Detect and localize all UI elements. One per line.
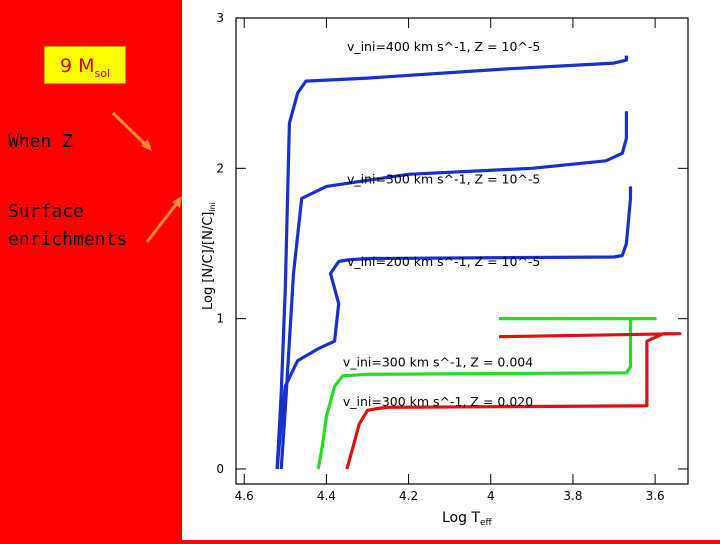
series-group bbox=[275, 55, 682, 470]
plot-panel: 4.6 4.4 4.2 4 3.8 3.6 0 1 2 3 v_ini=400 km s^-1, … bbox=[182, 0, 720, 540]
series-annotation: v_ini=300 km s^-1, Z = 0.004 bbox=[343, 355, 533, 370]
y-axis-label: Log [N/C]/[N/C]ini bbox=[201, 202, 217, 310]
y-tick-label: 2 bbox=[216, 161, 224, 175]
badge-main-text: 9 M bbox=[59, 55, 95, 77]
y-tick-label: 1 bbox=[216, 312, 224, 326]
x-tick-label: 4.4 bbox=[317, 489, 336, 503]
tick-group: 4.6 4.4 4.2 4 3.8 3.6 0 1 2 3 bbox=[216, 11, 688, 503]
series-line-5 bbox=[345, 332, 682, 470]
x-tick-label: 4 bbox=[487, 489, 495, 503]
series-line-2 bbox=[279, 111, 628, 470]
series-line-3 bbox=[275, 186, 633, 470]
series-annotation: v_ini=400 km s^-1, Z = 10^-5 bbox=[347, 39, 540, 54]
arrow-up-icon bbox=[111, 111, 148, 147]
arrow-head-down-icon bbox=[141, 139, 152, 151]
abundance-chart: 4.6 4.4 4.2 4 3.8 3.6 0 1 2 3 v_ini=400 km s^-1, … bbox=[201, 11, 689, 528]
x-axis-label: Log Teff bbox=[442, 510, 493, 528]
x-tick-label: 3.6 bbox=[646, 489, 665, 503]
series-annotation: v_ini=300 km s^-1, Z = 10^-5 bbox=[347, 171, 540, 186]
badge-sub-text: sol bbox=[94, 67, 111, 80]
annotation-group: v_ini=400 km s^-1, Z = 10^-5 v_ini=300 km… bbox=[343, 39, 541, 409]
x-tick-label: 3.8 bbox=[563, 489, 582, 503]
surface-label: Surface bbox=[8, 201, 84, 222]
when-z-label: When Z bbox=[8, 131, 74, 152]
mass-badge: 9 Msol bbox=[44, 46, 126, 84]
series-line-1 bbox=[275, 55, 628, 470]
arrows-layer bbox=[111, 111, 182, 243]
y-tick-label: 3 bbox=[216, 11, 224, 25]
x-tick-label: 4.6 bbox=[235, 489, 254, 503]
plot-frame bbox=[235, 17, 689, 485]
arrow-head-up-icon bbox=[172, 196, 182, 208]
series-annotation: v_ini=200 km s^-1, Z = 10^-5 bbox=[347, 254, 540, 269]
series-annotation: v_ini=300 km s^-1, Z = 0.020 bbox=[343, 394, 533, 409]
series-line-4 bbox=[316, 317, 657, 470]
x-tick-label: 4.2 bbox=[399, 489, 418, 503]
slide-left-panel: 9 Msol When Z Surface enrichments bbox=[0, 0, 182, 540]
enrichments-label: enrichments bbox=[8, 229, 128, 250]
y-tick-label: 0 bbox=[216, 462, 224, 476]
arrow-down-icon bbox=[145, 201, 180, 243]
